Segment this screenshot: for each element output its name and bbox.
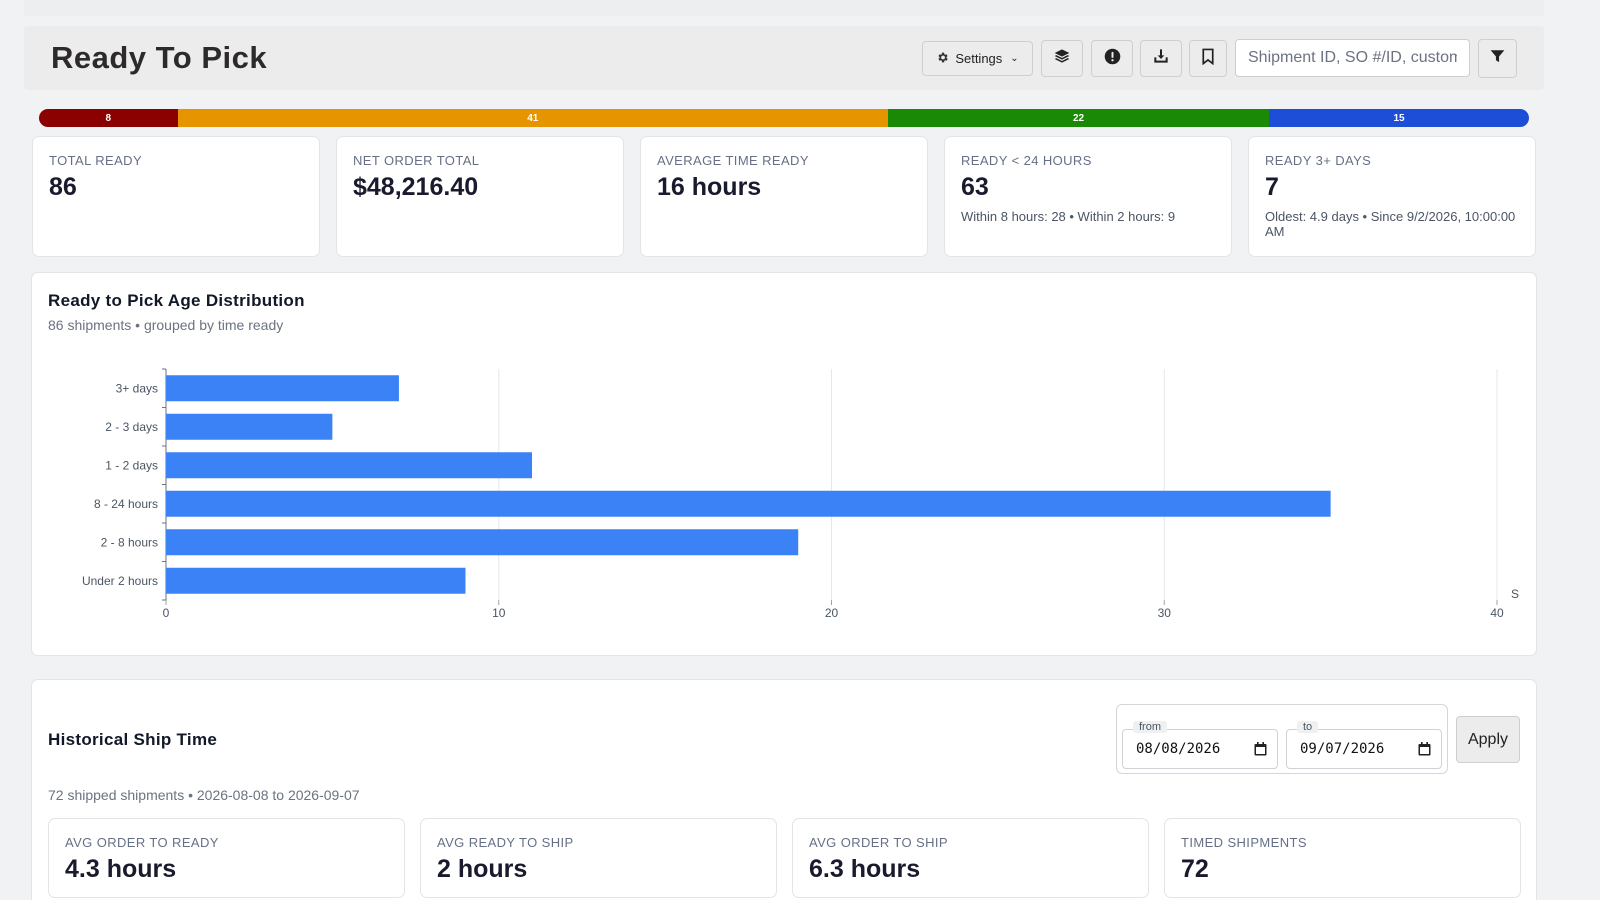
stat-card-ready-under-24h: READY < 24 HOURS 63 Within 8 hours: 28 •… — [944, 136, 1232, 257]
progress-segment: 22 — [887, 109, 1270, 127]
from-date-field[interactable]: from 08/08/2026 — [1122, 721, 1278, 769]
stat-card-net-order-total: NET ORDER TOTAL $48,216.40 — [336, 136, 624, 257]
settings-button[interactable]: Settings ⌄ — [922, 41, 1033, 76]
bar — [166, 375, 399, 402]
historical-title: Historical Ship Time — [48, 730, 218, 749]
bookmark-icon — [1201, 48, 1215, 70]
metric-value: 2 hours — [437, 855, 528, 883]
bar — [166, 529, 799, 556]
to-date-value: 09/07/2026 — [1300, 741, 1385, 757]
download-button[interactable] — [1140, 40, 1182, 77]
chevron-down-icon: ⌄ — [1010, 53, 1019, 64]
age-distribution-chart: 0 10 20 30 40 3+ days 2 - 3 days 1 - 2 days 8 - … — [82, 368, 1519, 620]
download-icon — [1153, 48, 1169, 69]
from-date-value: 08/08/2026 — [1136, 741, 1221, 757]
stat-label: TOTAL READY — [49, 153, 143, 168]
ready-age-progress-bar: 8 41 22 15 — [39, 109, 1529, 127]
bar — [166, 413, 333, 440]
search-input[interactable] — [1235, 39, 1470, 77]
category-label: 2 - 3 days — [105, 420, 158, 434]
stat-label: AVERAGE TIME READY — [657, 153, 809, 168]
bar — [166, 567, 466, 594]
x-tick-label: 30 — [1158, 606, 1172, 620]
stat-card-average-time-ready: AVERAGE TIME READY 16 hours — [640, 136, 928, 257]
page-header: Ready To Pick Settings ⌄ — [24, 26, 1544, 90]
category-label: Under 2 hours — [82, 574, 158, 588]
settings-label: Settings — [955, 51, 1003, 66]
bookmark-button[interactable] — [1189, 40, 1227, 77]
from-label: from — [1133, 721, 1167, 733]
progress-segment: 15 — [1269, 109, 1529, 127]
filter-icon — [1490, 49, 1505, 69]
metric-label: AVG ORDER TO SHIP — [809, 835, 948, 850]
stat-label: READY 3+ DAYS — [1265, 153, 1372, 168]
age-distribution-card: Ready to Pick Age Distribution 86 shipme… — [31, 272, 1537, 656]
layers-button[interactable] — [1041, 40, 1083, 77]
top-strip — [24, 0, 1544, 16]
stat-value: $48,216.40 — [353, 173, 479, 201]
x-tick-label: 10 — [492, 606, 506, 620]
x-tick-label: 40 — [1490, 606, 1504, 620]
page-title: Ready To Pick — [51, 40, 268, 75]
metric-card-avg-order-to-ship: AVG ORDER TO SHIP 6.3 hours — [792, 818, 1149, 898]
metric-value: 6.3 hours — [809, 855, 921, 883]
category-label: 2 - 8 hours — [101, 535, 158, 549]
calendar-icon[interactable] — [1418, 742, 1431, 761]
stat-value: 16 hours — [657, 173, 762, 201]
category-label: 1 - 2 days — [105, 458, 158, 472]
progress-segment: 41 — [177, 109, 888, 127]
metric-label: AVG ORDER TO READY — [65, 835, 219, 850]
stat-value: 86 — [49, 173, 77, 201]
x-tick-label: 0 — [163, 606, 170, 620]
category-label: 8 - 24 hours — [94, 497, 158, 511]
metric-label: TIMED SHIPMENTS — [1181, 835, 1307, 850]
metric-card-avg-order-to-ready: AVG ORDER TO READY 4.3 hours — [48, 818, 405, 898]
chart-subtitle: 86 shipments • grouped by time ready — [48, 317, 284, 333]
bar — [166, 452, 533, 479]
stat-label: NET ORDER TOTAL — [353, 153, 480, 168]
x-tick-label: 20 — [825, 606, 839, 620]
stat-value: 7 — [1265, 173, 1279, 201]
to-label: to — [1297, 721, 1319, 733]
stat-value: 63 — [961, 173, 989, 201]
alert-circle-icon — [1104, 48, 1121, 70]
stat-card-total-ready: TOTAL READY 86 — [32, 136, 320, 257]
calendar-icon[interactable] — [1254, 742, 1267, 761]
historical-subtitle: 72 shipped shipments • 2026-08-08 to 202… — [48, 787, 360, 803]
stat-subtext: Within 8 hours: 28 • Within 2 hours: 9 — [961, 209, 1176, 224]
metric-card-timed-shipments: TIMED SHIPMENTS 72 — [1164, 818, 1521, 898]
stat-subtext: Oldest: 4.9 days • Since 9/2/2026, 10:00… — [1265, 209, 1516, 239]
metric-value: 72 — [1181, 855, 1209, 883]
stat-card-ready-3-plus-days: READY 3+ DAYS 7 Oldest: 4.9 days • Since… — [1248, 136, 1536, 257]
metric-label: AVG READY TO SHIP — [437, 835, 574, 850]
bar — [166, 490, 1331, 517]
alerts-button[interactable] — [1091, 40, 1133, 77]
progress-segment: 8 — [39, 109, 178, 127]
metric-card-avg-ready-to-ship: AVG READY TO SHIP 2 hours — [420, 818, 777, 898]
chart-title: Ready to Pick Age Distribution — [48, 291, 305, 310]
metric-value: 4.3 hours — [65, 855, 177, 883]
stat-label: READY < 24 HOURS — [961, 153, 1092, 168]
category-label: 3+ days — [116, 381, 158, 395]
historical-ship-time-card: Historical Ship Time from 08/08/2026 to … — [31, 679, 1537, 900]
filter-button[interactable] — [1478, 39, 1517, 78]
to-date-field[interactable]: to 09/07/2026 — [1286, 721, 1442, 769]
apply-button[interactable]: Apply — [1456, 716, 1520, 763]
layers-icon — [1054, 48, 1070, 69]
date-range-picker: from 08/08/2026 to 09/07/2026 — [1116, 704, 1448, 774]
x-axis-label: S — [1511, 587, 1519, 601]
gear-icon — [936, 51, 949, 67]
